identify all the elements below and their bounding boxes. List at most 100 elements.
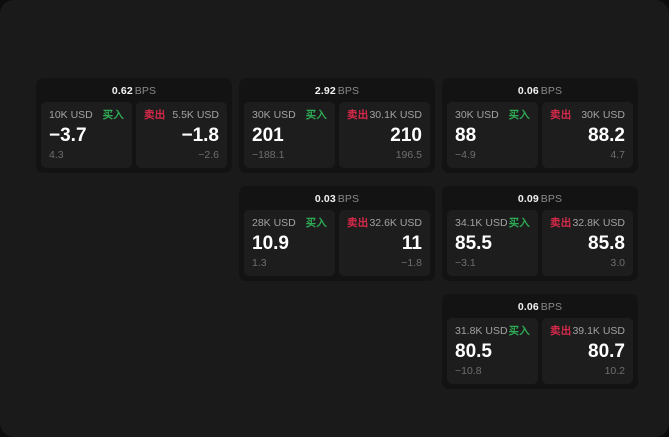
buy-side-panel[interactable]: 30K USD 买入 88 −4.9 xyxy=(447,102,538,168)
sell-action-label: 卖出 xyxy=(144,109,166,121)
spread-bps-unit: BPS xyxy=(540,85,563,97)
buy-side-header: 10K USD 买入 xyxy=(49,109,124,121)
buy-action-label: 买入 xyxy=(508,109,530,121)
card-spread-header: 2.92 BPS xyxy=(244,84,430,102)
buy-size-label: 30K USD xyxy=(455,109,499,121)
card-spread-header: 0.03 BPS xyxy=(244,192,430,210)
card-sides: 30K USD 买入 88 −4.9 卖出 30K USD 88.2 4.7 xyxy=(447,102,633,168)
sell-side-panel[interactable]: 卖出 39.1K USD 80.7 10.2 xyxy=(542,318,633,384)
buy-side-panel[interactable]: 34.1K USD 买入 85.5 −3.1 xyxy=(447,210,538,276)
buy-size-label: 34.1K USD xyxy=(455,217,508,229)
buy-action-label: 买入 xyxy=(508,325,530,337)
spread-bps-value: 0.06 xyxy=(517,301,539,313)
sell-size-label: 5.5K USD xyxy=(172,109,219,121)
sell-price: −1.8 xyxy=(181,124,219,146)
sell-side-panel[interactable]: 卖出 30K USD 88.2 4.7 xyxy=(542,102,633,168)
sell-delta: −1.8 xyxy=(401,257,422,269)
card-sides: 10K USD 买入 −3.7 4.3 卖出 5.5K USD −1.8 −2.… xyxy=(41,102,227,168)
buy-delta: −4.9 xyxy=(455,149,476,161)
card-spread-header: 0.62 BPS xyxy=(41,84,227,102)
spread-bps-value: 0.09 xyxy=(517,193,539,205)
quote-column-1: 0.62 BPS 10K USD 买入 −3.7 4.3 卖出 xyxy=(36,78,232,173)
sell-price: 80.7 xyxy=(588,340,625,362)
buy-action-label: 买入 xyxy=(305,109,327,121)
card-sides: 31.8K USD 买入 80.5 −10.8 卖出 39.1K USD 80.… xyxy=(447,318,633,384)
buy-price: 10.9 xyxy=(252,232,289,254)
card-sides: 28K USD 买入 10.9 1.3 卖出 32.6K USD 11 −1.8 xyxy=(244,210,430,276)
card-sides: 34.1K USD 买入 85.5 −3.1 卖出 32.8K USD 85.8… xyxy=(447,210,633,276)
spread-bps-unit: BPS xyxy=(134,85,157,97)
quote-card[interactable]: 0.06 BPS 30K USD 买入 88 −4.9 卖出 xyxy=(442,78,638,173)
quote-board: 0.62 BPS 10K USD 买入 −3.7 4.3 卖出 xyxy=(36,78,638,389)
sell-side-header: 卖出 30K USD xyxy=(550,109,625,121)
buy-size-label: 31.8K USD xyxy=(455,325,508,337)
sell-size-label: 39.1K USD xyxy=(572,325,625,337)
buy-size-label: 28K USD xyxy=(252,217,296,229)
sell-action-label: 卖出 xyxy=(347,109,369,121)
spread-bps-unit: BPS xyxy=(337,85,360,97)
spread-bps-unit: BPS xyxy=(540,301,563,313)
sell-side-header: 卖出 30.1K USD xyxy=(347,109,422,121)
buy-delta: −3.1 xyxy=(455,257,476,269)
buy-action-label: 买入 xyxy=(102,109,124,121)
buy-side-panel[interactable]: 31.8K USD 买入 80.5 −10.8 xyxy=(447,318,538,384)
sell-side-panel[interactable]: 卖出 32.8K USD 85.8 3.0 xyxy=(542,210,633,276)
sell-size-label: 30K USD xyxy=(581,109,625,121)
sell-delta: −2.6 xyxy=(198,149,219,161)
spread-bps-value: 0.62 xyxy=(111,85,133,97)
sell-delta: 10.2 xyxy=(604,365,625,377)
sell-side-header: 卖出 32.8K USD xyxy=(550,217,625,229)
buy-delta: −10.8 xyxy=(455,365,482,377)
sell-price: 11 xyxy=(401,232,422,254)
quote-column-3: 0.06 BPS 30K USD 买入 88 −4.9 卖出 xyxy=(442,78,638,389)
card-spread-header: 0.06 BPS xyxy=(447,300,633,318)
sell-price: 88.2 xyxy=(588,124,625,146)
buy-delta: 1.3 xyxy=(252,257,267,269)
spread-bps-value: 0.03 xyxy=(314,193,336,205)
buy-size-label: 30K USD xyxy=(252,109,296,121)
buy-side-header: 34.1K USD 买入 xyxy=(455,217,530,229)
buy-delta: −188.1 xyxy=(252,149,285,161)
spread-bps-value: 2.92 xyxy=(314,85,336,97)
sell-delta: 4.7 xyxy=(610,149,625,161)
buy-side-header: 31.8K USD 买入 xyxy=(455,325,530,337)
sell-side-panel[interactable]: 卖出 5.5K USD −1.8 −2.6 xyxy=(136,102,227,168)
buy-side-panel[interactable]: 30K USD 买入 201 −188.1 xyxy=(244,102,335,168)
buy-side-header: 28K USD 买入 xyxy=(252,217,327,229)
buy-action-label: 买入 xyxy=(508,217,530,229)
sell-side-header: 卖出 5.5K USD xyxy=(144,109,219,121)
sell-side-panel[interactable]: 卖出 30.1K USD 210 196.5 xyxy=(339,102,430,168)
sell-delta: 3.0 xyxy=(610,257,625,269)
spread-bps-value: 0.06 xyxy=(517,85,539,97)
quote-card[interactable]: 0.03 BPS 28K USD 买入 10.9 1.3 卖出 xyxy=(239,186,435,281)
quote-card[interactable]: 2.92 BPS 30K USD 买入 201 −188.1 卖出 xyxy=(239,78,435,173)
buy-delta: 4.3 xyxy=(49,149,64,161)
buy-price: 88 xyxy=(455,124,477,146)
sell-side-panel[interactable]: 卖出 32.6K USD 11 −1.8 xyxy=(339,210,430,276)
sell-action-label: 卖出 xyxy=(347,217,369,229)
sell-action-label: 卖出 xyxy=(550,109,572,121)
sell-side-header: 卖出 39.1K USD xyxy=(550,325,625,337)
buy-side-header: 30K USD 买入 xyxy=(252,109,327,121)
buy-price: 85.5 xyxy=(455,232,492,254)
quote-card[interactable]: 0.09 BPS 34.1K USD 买入 85.5 −3.1 卖出 xyxy=(442,186,638,281)
sell-action-label: 卖出 xyxy=(550,217,572,229)
buy-side-header: 30K USD 买入 xyxy=(455,109,530,121)
quote-column-2: 2.92 BPS 30K USD 买入 201 −188.1 卖出 xyxy=(239,78,435,281)
sell-delta: 196.5 xyxy=(395,149,422,161)
spread-bps-unit: BPS xyxy=(337,193,360,205)
buy-price: −3.7 xyxy=(49,124,87,146)
card-spread-header: 0.09 BPS xyxy=(447,192,633,210)
sell-size-label: 30.1K USD xyxy=(369,109,422,121)
sell-size-label: 32.8K USD xyxy=(572,217,625,229)
quote-card[interactable]: 0.62 BPS 10K USD 买入 −3.7 4.3 卖出 xyxy=(36,78,232,173)
quote-card[interactable]: 0.06 BPS 31.8K USD 买入 80.5 −10.8 卖出 xyxy=(442,294,638,389)
buy-side-panel[interactable]: 28K USD 买入 10.9 1.3 xyxy=(244,210,335,276)
sell-price: 85.8 xyxy=(588,232,625,254)
sell-side-header: 卖出 32.6K USD xyxy=(347,217,422,229)
buy-action-label: 买入 xyxy=(305,217,327,229)
buy-side-panel[interactable]: 10K USD 买入 −3.7 4.3 xyxy=(41,102,132,168)
card-sides: 30K USD 买入 201 −188.1 卖出 30.1K USD 210 1… xyxy=(244,102,430,168)
sell-action-label: 卖出 xyxy=(550,325,572,337)
